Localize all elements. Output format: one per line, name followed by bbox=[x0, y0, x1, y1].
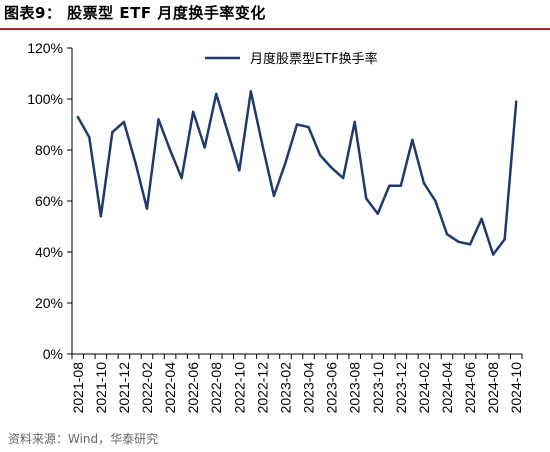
data-point bbox=[226, 130, 229, 134]
x-tick-label: 2023-04 bbox=[301, 362, 317, 414]
data-point bbox=[388, 184, 391, 187]
data-point bbox=[457, 240, 460, 243]
data-point bbox=[272, 194, 276, 198]
x-tick-label: 2022-02 bbox=[139, 362, 155, 414]
data-point bbox=[318, 153, 322, 157]
series-layer bbox=[76, 90, 518, 256]
y-tick-label: 40% bbox=[35, 244, 63, 260]
data-point bbox=[76, 115, 79, 119]
legend-label: 月度股票型ETF换手率 bbox=[250, 51, 378, 67]
x-tick-label: 2023-12 bbox=[393, 362, 409, 414]
y-tick-label: 20% bbox=[35, 295, 63, 311]
data-point bbox=[168, 148, 172, 152]
data-point bbox=[515, 100, 518, 103]
data-point bbox=[480, 217, 483, 221]
data-point bbox=[399, 184, 403, 187]
x-tick-label: 2021-08 bbox=[70, 362, 86, 414]
data-point bbox=[215, 92, 218, 96]
x-tick-label: 2021-10 bbox=[93, 362, 109, 414]
x-tick-label: 2024-08 bbox=[485, 362, 501, 414]
data-point bbox=[376, 212, 379, 215]
data-point bbox=[261, 143, 264, 147]
x-tick-label: 2022-08 bbox=[208, 362, 224, 414]
data-point bbox=[353, 120, 356, 124]
x-tick-label: 2023-08 bbox=[347, 362, 363, 414]
axes bbox=[71, 48, 522, 355]
y-tick-label: 80% bbox=[35, 142, 63, 158]
data-point bbox=[238, 169, 241, 172]
y-tick-label: 120% bbox=[27, 40, 63, 56]
data-point bbox=[445, 232, 449, 236]
data-point bbox=[99, 215, 103, 218]
y-axis-ticks: 0% 20% 40% 60% 80% 100% 120% bbox=[27, 40, 72, 362]
y-tick-label: 0% bbox=[43, 346, 63, 362]
x-tick-label: 2023-06 bbox=[324, 362, 340, 414]
data-point bbox=[122, 120, 126, 124]
data-point bbox=[203, 146, 206, 149]
data-point bbox=[134, 161, 137, 164]
data-point bbox=[145, 207, 149, 210]
data-point bbox=[157, 118, 160, 121]
data-point bbox=[341, 176, 345, 180]
chart-title: 图表9： 股票型 ETF 月度换手率变化 bbox=[4, 4, 266, 22]
x-tick-label: 2024-02 bbox=[416, 362, 432, 414]
x-tick-label: 2024-10 bbox=[508, 362, 524, 414]
legend: 月度股票型ETF换手率 bbox=[205, 51, 378, 67]
x-tick-label: 2022-12 bbox=[254, 362, 270, 414]
data-point bbox=[503, 238, 506, 241]
data-point bbox=[468, 243, 472, 246]
data-point bbox=[491, 253, 495, 256]
data-point bbox=[307, 125, 310, 129]
data-point bbox=[365, 197, 368, 200]
title-rule bbox=[0, 28, 550, 30]
data-point bbox=[191, 110, 195, 113]
data-point bbox=[422, 181, 426, 185]
data-point bbox=[411, 138, 414, 141]
x-tick-label: 2024-04 bbox=[439, 362, 455, 414]
series-line bbox=[76, 90, 518, 256]
data-point bbox=[434, 199, 437, 203]
data-point bbox=[330, 166, 333, 170]
data-point bbox=[88, 136, 91, 139]
x-axis-ticks: 2021-08 2021-10 2021-12 2022-02 2022-04 2022-… bbox=[70, 354, 524, 413]
data-point bbox=[249, 90, 253, 93]
x-tick-label: 2022-10 bbox=[231, 362, 247, 414]
x-tick-label: 2023-10 bbox=[370, 362, 386, 414]
y-tick-label: 100% bbox=[27, 91, 63, 107]
x-tick-label: 2023-02 bbox=[277, 362, 293, 414]
source-note: 资料来源：Wind，华泰研究 bbox=[8, 432, 159, 446]
x-tick-label: 2021-12 bbox=[116, 362, 132, 414]
data-point bbox=[295, 123, 299, 126]
data-point bbox=[180, 176, 183, 180]
x-tick-label: 2022-06 bbox=[185, 362, 201, 414]
data-point bbox=[111, 130, 114, 134]
data-point bbox=[284, 161, 287, 164]
y-tick-label: 60% bbox=[35, 193, 63, 209]
x-tick-label: 2024-06 bbox=[462, 362, 478, 414]
x-tick-label: 2022-04 bbox=[162, 362, 178, 414]
